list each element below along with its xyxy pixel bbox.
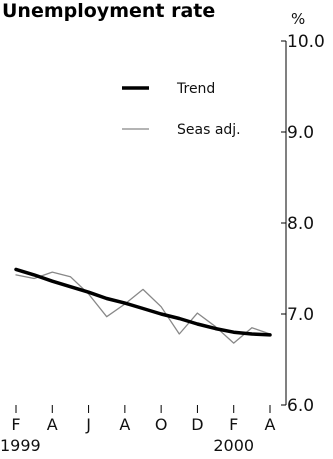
y-tick-label: 9.0 bbox=[287, 123, 314, 143]
x-tick-label: J bbox=[85, 415, 91, 434]
legend-label: Seas adj. bbox=[177, 122, 241, 138]
x-year-label: 1999 bbox=[0, 436, 41, 455]
chart-title: Unemployment rate bbox=[2, 0, 216, 22]
x-tick-label: F bbox=[229, 415, 238, 434]
legend-label: Trend bbox=[176, 81, 215, 97]
x-tick-label: A bbox=[119, 415, 130, 434]
y-tick-label: 10.0 bbox=[287, 32, 325, 52]
y-tick-label: 6.0 bbox=[287, 396, 314, 416]
y-unit-label: % bbox=[291, 10, 305, 28]
x-tick-label: D bbox=[191, 415, 203, 434]
x-year-label: 2000 bbox=[213, 436, 254, 455]
series-line-trend bbox=[14, 267, 272, 337]
x-tick-label: F bbox=[11, 415, 20, 434]
x-tick-label: A bbox=[47, 415, 58, 434]
x-tick-label: O bbox=[155, 415, 168, 434]
series-line-seas-adj bbox=[15, 271, 271, 344]
y-tick-label: 7.0 bbox=[287, 305, 314, 325]
y-tick-label: 8.0 bbox=[287, 214, 314, 234]
x-tick-label: A bbox=[265, 415, 276, 434]
